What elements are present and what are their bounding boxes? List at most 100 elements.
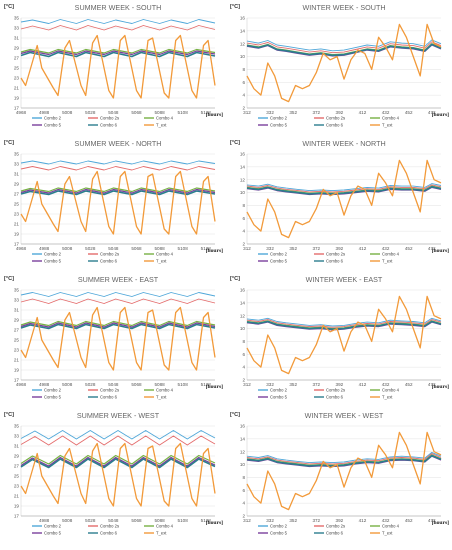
legend-label: Combo 2 [270,116,288,121]
x-tick-label: 312 [243,382,251,387]
y-tick-label: 17 [14,514,20,519]
x-tick-label: 4988 [39,246,50,251]
y-tick-label: 16 [240,424,246,429]
x-tick-label: 5008 [62,246,73,251]
series-line-combo-2 [246,39,442,52]
y-tick-label: 29 [14,454,20,459]
x-tick-label: 452 [405,382,413,387]
y-tick-label: 25 [14,202,20,207]
y-tick-label: 16 [240,152,246,157]
y-tick-label: 21 [14,86,20,91]
legend-label: Combo 6 [100,123,118,128]
y-tick-label: 29 [14,46,20,51]
x-tick-label: 352 [289,518,297,523]
y-axis-unit: [°C] [4,140,14,146]
legend-label: Combo 6 [326,395,344,400]
legend-label: Combo 4 [382,116,400,121]
x-tick-label: 392 [336,518,344,523]
x-tick-label: 5088 [154,246,165,251]
x-tick-label: 4988 [39,382,50,387]
x-tick-label: 5108 [178,110,189,115]
x-tick-label: 352 [289,246,297,251]
x-axis-label: [hours] [206,248,224,254]
y-tick-label: 27 [14,56,20,61]
y-axis-unit: [°C] [230,140,240,146]
legend-label: Combo 6 [100,395,118,400]
x-tick-label: 5008 [62,518,73,523]
chart-title: WINTER WEEK - NORTH [302,139,385,148]
y-tick-label: 2 [242,242,245,247]
y-tick-label: 4 [242,501,245,506]
y-tick-label: 12 [240,177,246,182]
y-tick-label: 23 [14,484,20,489]
series-line-t-ext [246,295,442,375]
y-tick-label: 6 [242,352,245,357]
legend-label: T_ext [156,531,167,536]
x-tick-label: 392 [336,382,344,387]
x-tick-label: 5068 [131,518,142,523]
legend-label: Combo 2s [100,388,119,393]
x-tick-label: 332 [266,246,274,251]
chart-title: WINTER WEEK - EAST [306,275,383,284]
x-tick-label: 352 [289,382,297,387]
x-tick-label: 5068 [131,382,142,387]
legend-label: T_ext [382,259,393,264]
legend-label: Combo 2 [44,524,62,529]
y-tick-label: 27 [14,192,20,197]
x-tick-label: 372 [312,382,320,387]
x-tick-label: 452 [405,518,413,523]
y-tick-label: 25 [14,338,20,343]
legend-label: Combo 2s [326,524,345,529]
x-tick-label: 5028 [85,382,96,387]
chart-title: WINTER WEEK - WEST [305,411,384,420]
y-tick-label: 33 [14,434,20,439]
x-tick-label: 392 [336,246,344,251]
y-tick-label: 12 [240,41,246,46]
series-line-combo-5 [20,456,216,467]
series-line-t-ext [20,34,216,99]
y-axis-unit: [°C] [230,4,240,10]
series-line-combo-6 [246,454,442,467]
x-tick-label: 432 [382,382,390,387]
y-tick-label: 29 [14,182,20,187]
legend-label: Combo 2 [270,252,288,257]
y-tick-label: 10 [240,190,246,195]
legend-label: Combo 2 [44,116,62,121]
series-line-combo-6 [20,323,216,330]
chart-svg: WINTER WEEK - NORTH [°C] 2 4 6 8 10 12 14 16 312 33… [230,139,449,264]
series-line-combo-5 [20,50,216,56]
chart-panel-6: WINTER WEEK - EAST [°C] 2 4 6 8 10 12 14 16 312 332… [228,274,450,409]
y-axis-unit: [°C] [4,4,14,10]
legend-label: Combo 4 [156,388,174,393]
y-tick-label: 23 [14,76,20,81]
y-tick-label: 6 [242,80,245,85]
x-tick-label: 5128 [201,246,212,251]
series-line-combo-2 [20,430,216,440]
y-tick-label: 17 [14,242,20,247]
x-tick-label: 352 [289,110,297,115]
y-tick-label: 16 [240,288,246,293]
y-tick-label: 12 [240,313,246,318]
y-tick-label: 10 [240,54,246,59]
y-tick-label: 21 [14,358,20,363]
y-tick-label: 21 [14,222,20,227]
x-tick-label: 412 [359,382,367,387]
y-tick-label: 2 [242,378,245,383]
series-line-t-ext [20,442,216,507]
y-tick-label: 17 [14,378,20,383]
legend-label: Combo 6 [100,531,118,536]
chart-title: SUMMER WEEK - NORTH [75,139,162,148]
x-tick-label: 432 [382,246,390,251]
x-tick-label: 5048 [108,246,119,251]
legend-label: T_ext [156,259,167,264]
series-line-combo-2 [20,292,216,297]
x-tick-label: 452 [405,110,413,115]
y-tick-label: 8 [242,203,245,208]
y-tick-label: 14 [240,28,246,33]
y-tick-label: 31 [14,172,20,177]
x-tick-label: 372 [312,110,320,115]
legend-label: Combo 2 [270,524,288,529]
y-tick-label: 12 [240,449,246,454]
x-tick-label: 392 [336,110,344,115]
x-tick-label: 5088 [154,518,165,523]
